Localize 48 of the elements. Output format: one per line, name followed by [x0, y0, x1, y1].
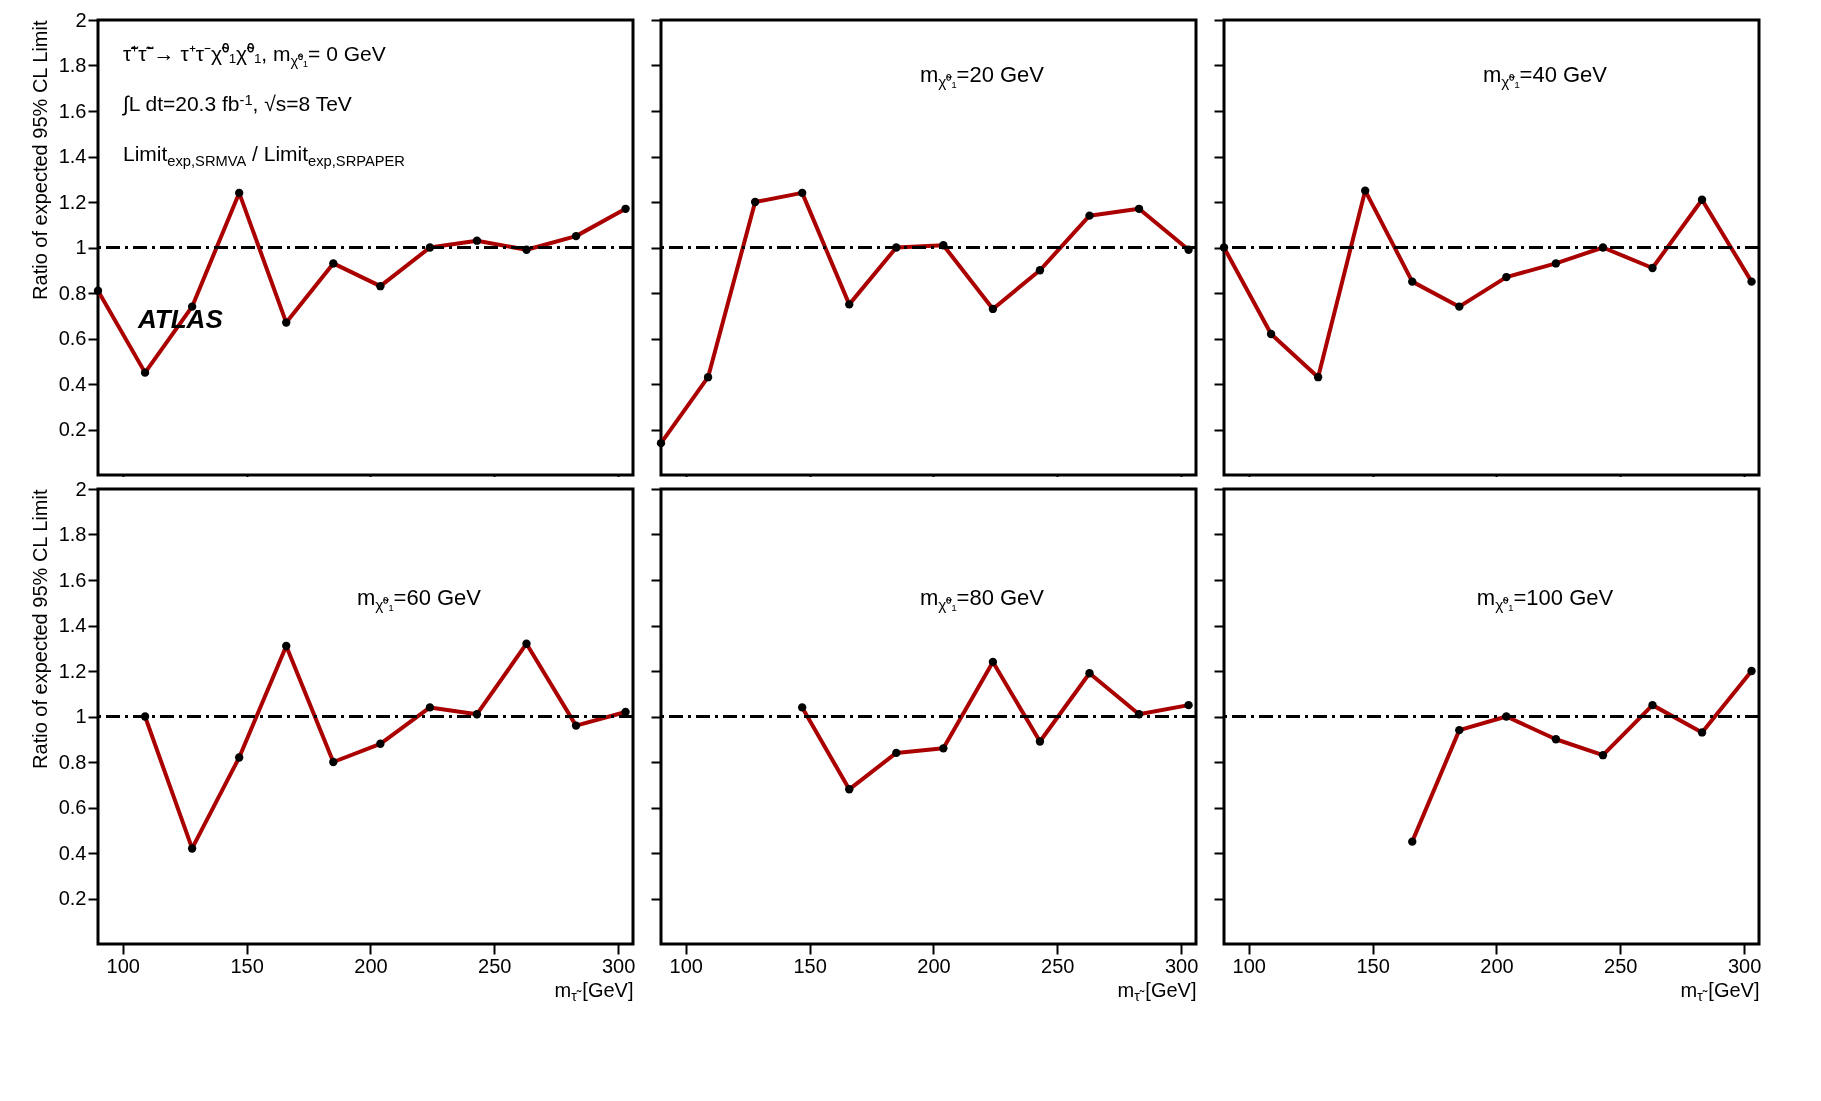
y-tick-label: 0.4 [58, 372, 87, 395]
x-axis-title: m$_{τ̃}$ [GeV] [1680, 978, 1760, 1004]
y-tick-label: 1.2 [58, 659, 87, 682]
annotation: m$_{χ̃⁰₁}$=80 GeV [919, 585, 1045, 613]
y-tick-label: 1.4 [58, 614, 87, 636]
y-axis-title: Ratio of expected 95% CL Limit [28, 20, 51, 300]
y-tick-label: 1.6 [58, 568, 87, 591]
x-tick-label: 150 [1356, 954, 1390, 977]
y-tick-label: 1.2 [58, 190, 87, 213]
y-tick-label: 0.6 [58, 327, 87, 349]
y-tick-label: 0.8 [58, 750, 87, 773]
y-tick-label: 0.4 [58, 841, 87, 864]
y-tick-label: 0.2 [58, 887, 87, 909]
y-tick-label: 0.6 [58, 796, 87, 818]
y-tick-label: 2 [75, 8, 87, 31]
y-tick-label: 0.2 [58, 418, 87, 440]
x-tick-label: 150 [793, 954, 827, 977]
y-tick-label: 1.4 [58, 145, 87, 167]
x-tick-label: 200 [917, 954, 951, 977]
annotation: m$_{χ̃⁰₁}$=40 GeV [1482, 61, 1608, 90]
y-tick-label: 2 [75, 477, 87, 500]
x-tick-label: 150 [230, 954, 264, 977]
y-tick-label: 1 [75, 236, 87, 258]
annotation: τ̃⁺τ̃⁻→ τ⁺τ⁻χ̃⁰₁χ̃⁰₁, m$_{χ̃⁰₁}$= 0 GeV [123, 42, 386, 69]
annotation: Limit$_{exp,SRMVA}$ / Limit$_{exp,SRPAPER}$ [123, 142, 405, 169]
y-tick-label: 0.8 [58, 281, 87, 304]
y-tick-label: 1.6 [58, 99, 87, 122]
x-tick-label: 300 [601, 954, 636, 977]
x-axis-title: m$_{τ̃}$ [GeV] [1117, 978, 1197, 1004]
x-tick-label: 200 [1480, 954, 1514, 977]
y-tick-label: 1.8 [58, 523, 87, 545]
annotation: ∫L dt=20.3 fb$^{-1}$, √s=8 TeV [122, 92, 352, 116]
x-tick-label: 250 [478, 954, 512, 977]
y-axis-title: Ratio of expected 95% CL Limit [28, 489, 51, 769]
annotation: m$_{χ̃⁰₁}$=60 GeV [356, 585, 482, 613]
y-tick-label: 1.8 [58, 54, 87, 76]
x-tick-label: 300 [1164, 954, 1199, 977]
annotation: m$_{χ̃⁰₁}$=20 GeV [919, 61, 1045, 90]
annotation: m$_{χ̃⁰₁}$=100 GeV [1476, 585, 1614, 613]
x-tick-label: 100 [1232, 954, 1266, 977]
x-tick-label: 300 [1727, 954, 1762, 977]
x-tick-label: 200 [354, 954, 388, 977]
y-tick-label: 1 [75, 705, 87, 727]
x-tick-label: 100 [106, 954, 140, 977]
x-tick-label: 250 [1604, 954, 1638, 977]
x-axis-title: m$_{τ̃}$ [GeV] [554, 978, 634, 1004]
x-tick-label: 250 [1041, 954, 1075, 977]
x-tick-label: 100 [669, 954, 703, 977]
